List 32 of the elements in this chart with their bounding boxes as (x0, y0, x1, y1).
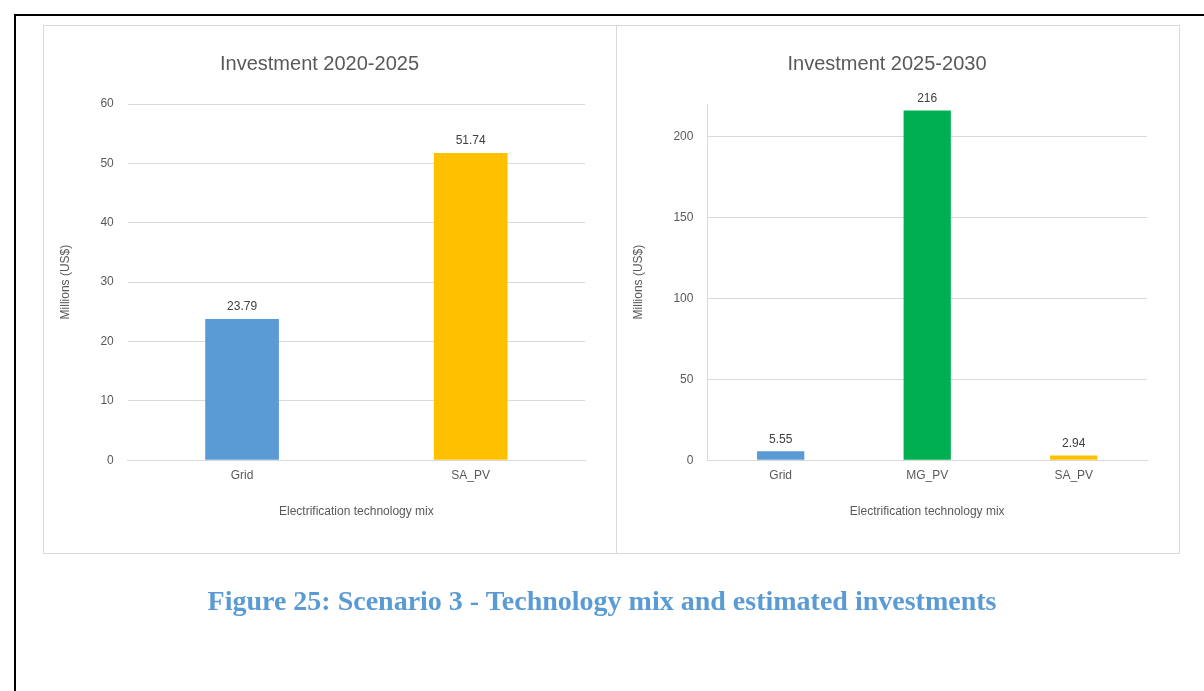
y-tick-label: 200 (673, 128, 694, 143)
x-tick-label: Grid (230, 467, 254, 482)
data-label: 23.79 (227, 299, 258, 314)
y-tick-label: 40 (100, 215, 115, 230)
y-tick-label: 50 (100, 155, 115, 170)
data-label: 2.94 (1062, 435, 1086, 450)
y-axis-title: Millions (US$) (630, 244, 645, 320)
y-tick-label: 30 (100, 274, 115, 289)
x-axis-title: Electrification technology mix (279, 504, 434, 519)
y-tick-label: 0 (686, 452, 694, 467)
x-tick-label: SA_PV (1054, 467, 1094, 482)
bar (1050, 455, 1098, 460)
x-axis-title: Electrification technology mix (849, 504, 1005, 519)
chart-title: Investment 2020-2025 (219, 51, 420, 74)
bar (757, 451, 805, 460)
bar (903, 110, 951, 460)
y-tick-label: 0 (107, 452, 115, 467)
data-label: 216 (917, 90, 938, 105)
data-label: 5.55 (769, 431, 793, 446)
x-tick-label: Grid (769, 467, 793, 482)
x-tick-label: SA_PV (451, 467, 491, 482)
chart-title: Investment 2025-2030 (787, 51, 987, 74)
caption: Figure 25: Scenario 3 - Technology mix and estimated investments (206, 585, 998, 617)
y-tick-label: 100 (673, 290, 694, 305)
y-tick-label: 10 (100, 393, 115, 408)
y-tick-label: 150 (673, 209, 694, 224)
y-tick-label: 20 (100, 333, 115, 348)
y-tick-label: 50 (680, 371, 694, 386)
data-label: 51.74 (455, 133, 487, 148)
x-tick-label: MG_PV (906, 467, 949, 482)
y-tick-label: 60 (100, 96, 115, 111)
y-axis-title: Millions (US$) (57, 244, 72, 320)
